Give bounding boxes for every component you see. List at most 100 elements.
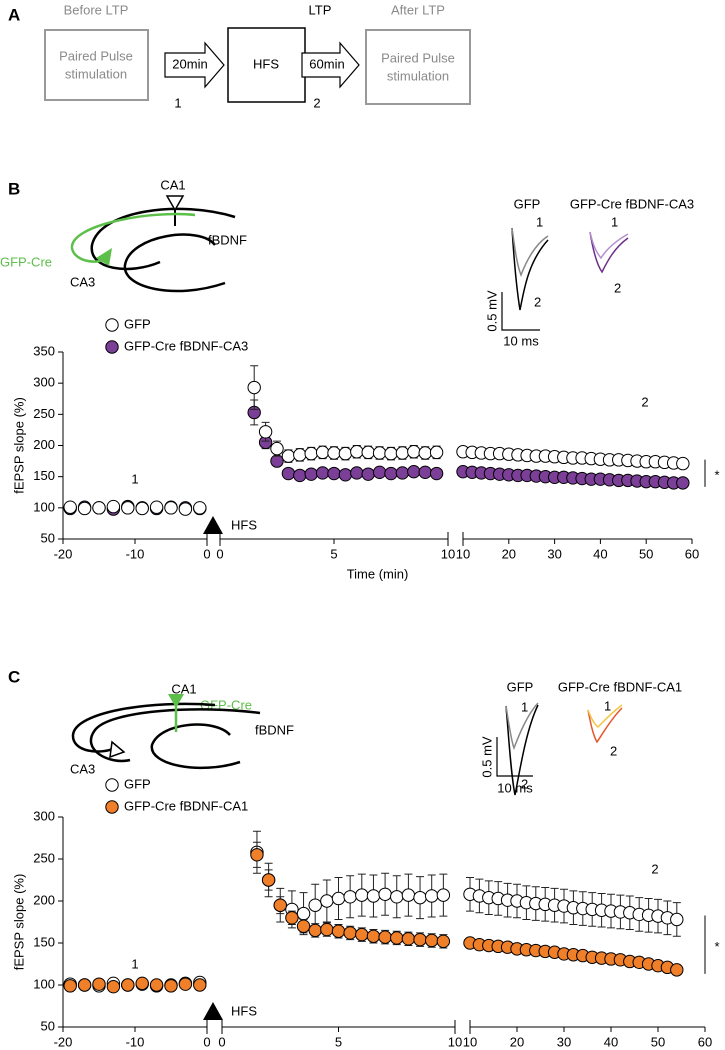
trace-label: 1: [604, 698, 611, 713]
x-tick-label: 60: [698, 1034, 712, 1049]
scale-label: 10 ms: [503, 333, 539, 348]
data-point: [149, 978, 164, 992]
legend-marker: [105, 318, 119, 332]
data-point: [418, 465, 432, 480]
data-point: [270, 441, 284, 456]
panel-c-schematic: C CA1 GFP-Cre fBDNF CA3: [8, 667, 294, 776]
trace: [589, 231, 629, 274]
x-tick-label: 40: [593, 546, 607, 561]
inset-title: GFP-Cre fBDNF-CA3: [570, 196, 694, 211]
pathway: [71, 702, 216, 753]
data-point: [281, 449, 296, 463]
pathway: [90, 207, 236, 271]
data-point: [670, 912, 684, 927]
y-tick-label: 200: [33, 437, 55, 452]
x-tick-label: -10: [126, 1034, 145, 1049]
x-tick-label: 10: [448, 1034, 462, 1049]
legend-marker: [105, 800, 119, 814]
inset-title: GFP: [514, 196, 541, 211]
scale-bar: [496, 737, 533, 777]
x-tick-label: 20: [510, 1034, 524, 1049]
x-tick-label: 10: [463, 1034, 477, 1049]
data-point: [193, 978, 207, 992]
data-point: [366, 889, 381, 903]
data-point: [77, 978, 92, 992]
y-tick-label: 300: [33, 808, 55, 823]
data-point: [296, 906, 311, 921]
data-point: [92, 501, 106, 515]
data-point: [331, 924, 346, 938]
data-point: [378, 930, 392, 944]
legend-label: GFP: [124, 776, 151, 791]
panel-b-schematic: B CA1 fBDNF GFP-Cre CA3: [0, 177, 247, 293]
data-point: [401, 932, 416, 946]
trace-label: 2: [614, 280, 621, 295]
x-tick-label: 20: [502, 546, 516, 561]
y-tick-label: 50: [41, 1018, 55, 1033]
y-tick-label: 200: [33, 892, 55, 907]
legend-marker: [105, 340, 119, 354]
stage-label: After LTP: [391, 2, 445, 17]
data-point: [92, 977, 106, 991]
cell-body: [168, 694, 184, 708]
stimulus-marker: [203, 1002, 223, 1020]
stage-label: Before LTP: [64, 2, 129, 17]
data-point: [355, 888, 369, 902]
data-point: [247, 380, 261, 395]
data-point: [372, 446, 387, 460]
data-point: [338, 468, 353, 482]
data-point: [350, 445, 364, 459]
y-tick-label: 50: [41, 530, 55, 545]
data-point: [285, 911, 299, 925]
time-point: 1: [174, 95, 181, 110]
stimulus-marker: [203, 516, 223, 534]
x-tick-label: 30: [547, 546, 561, 561]
data-point: [135, 976, 149, 991]
data-point: [293, 468, 307, 483]
x-tick-label: 0: [203, 1034, 210, 1049]
data-point: [401, 888, 416, 902]
data-point: [407, 464, 421, 479]
projection: [70, 212, 196, 263]
data-point: [308, 923, 322, 938]
trace-label: 2: [534, 294, 541, 309]
annotation: *: [714, 468, 719, 483]
data-point: [121, 978, 135, 992]
data-point: [63, 500, 77, 514]
scale-label: 10 ms: [497, 780, 533, 795]
x-tick-label: -20: [54, 546, 73, 561]
box-text: stimulation: [387, 68, 449, 83]
x-tick-label: 50: [639, 546, 653, 561]
arrow-text: 20min: [172, 56, 207, 71]
legend-label: GFP: [124, 316, 151, 331]
data-point: [304, 446, 318, 461]
trace: [511, 227, 549, 278]
panel-label: A: [8, 5, 20, 24]
box: [365, 29, 471, 105]
data-point: [178, 502, 193, 516]
y-tick-label: 100: [33, 976, 55, 991]
pathway: [89, 708, 261, 763]
panel-a: A Before LTP Paired Pulse stimulation 20…: [8, 2, 471, 110]
x-axis-label: Time (min): [347, 566, 409, 581]
data-point: [193, 501, 207, 515]
arrow-text: 60min: [309, 56, 344, 71]
data-point: [384, 466, 398, 481]
data-point: [425, 933, 439, 948]
data-point: [315, 445, 330, 460]
data-point: [178, 977, 193, 991]
data-point: [293, 448, 307, 462]
box-text: stimulation: [65, 66, 127, 81]
scale-bar: [501, 292, 540, 331]
annotation: HFS: [231, 517, 257, 532]
data-point: [121, 501, 135, 515]
data-point: [670, 963, 684, 977]
y-tick-label: 250: [33, 406, 55, 421]
data-point: [429, 445, 444, 460]
y-tick-label: 250: [33, 850, 55, 865]
region-label: CA3: [70, 761, 95, 776]
data-point: [270, 454, 284, 468]
x-tick-label: -10: [126, 546, 145, 561]
legend-marker: [105, 778, 119, 792]
